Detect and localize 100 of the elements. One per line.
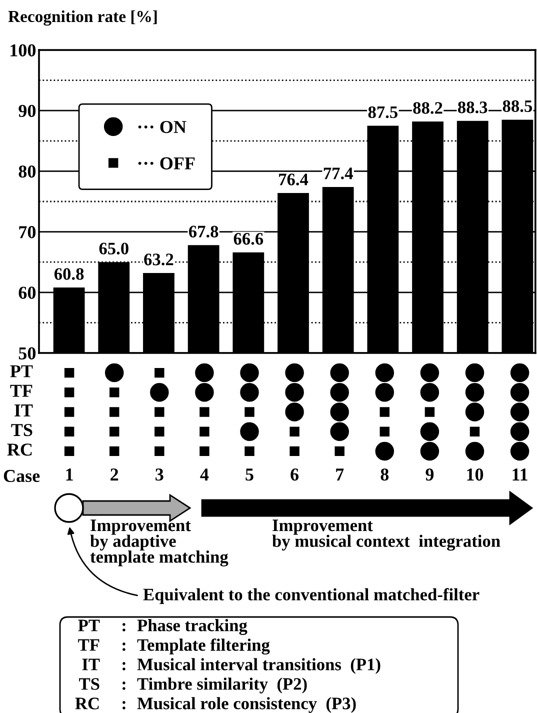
y-axis-title: Recognition rate [%]: [8, 10, 157, 26]
point: [420, 363, 440, 382]
point: [330, 402, 349, 422]
point: [154, 407, 164, 417]
point: [154, 426, 164, 436]
x-tick-label: 3: [156, 468, 164, 481]
x-tick-label: 1: [66, 468, 73, 480]
text: Improvement by adaptive template matching: [90, 520, 228, 566]
point: [200, 426, 210, 436]
text: TF : Template filtering: [78, 638, 270, 655]
point: [465, 442, 484, 461]
text: RC: [7, 444, 32, 456]
point: [244, 407, 254, 417]
point: [420, 442, 440, 461]
point: [330, 422, 349, 441]
point: [104, 363, 124, 382]
point: [285, 402, 304, 422]
data-label: 88.3: [458, 101, 488, 114]
y-tick-label: 80: [18, 165, 36, 178]
x-tick-label: 6: [290, 468, 299, 481]
point: [420, 422, 440, 441]
point: [375, 363, 394, 382]
x-tick-label: 9: [426, 468, 434, 481]
point: [290, 446, 300, 456]
legend-label: ··· OFF: [138, 157, 195, 170]
x-tick-label: 11: [512, 468, 528, 480]
point: [64, 368, 74, 378]
y-tick-label: 100: [10, 44, 36, 56]
point: [510, 442, 530, 461]
x-tick-label: 4: [200, 468, 209, 480]
point: [109, 446, 120, 456]
point: [330, 383, 349, 402]
y-tick-label: 70: [19, 226, 36, 238]
point: [334, 446, 344, 456]
point: [244, 446, 254, 456]
point: [200, 407, 210, 417]
point: [154, 368, 164, 378]
point: [465, 383, 484, 402]
point: [290, 426, 300, 436]
data-label: 60.8: [54, 268, 84, 280]
point: [64, 446, 74, 456]
data-label: 77.4: [324, 168, 353, 180]
data-label: 66.6: [234, 233, 264, 245]
data-label: 76.4: [279, 174, 308, 186]
point: [380, 426, 390, 436]
point: [510, 383, 530, 402]
point: [195, 383, 214, 402]
text: Equivalent to the conventional matched-filter: [143, 588, 480, 604]
x-tick-label: 5: [246, 468, 254, 481]
data-label: 88.2: [413, 102, 442, 114]
text: Improvement by musical context integration: [272, 520, 500, 551]
text: TF: [10, 384, 32, 397]
point: [64, 388, 74, 398]
point: [375, 383, 394, 402]
point: [240, 383, 259, 402]
point: [109, 407, 120, 417]
point: [380, 407, 390, 417]
point: [154, 446, 164, 456]
text: IT: [14, 404, 33, 416]
text: TS: [11, 424, 32, 436]
point: [64, 407, 74, 417]
data-label: 63.2: [144, 254, 174, 266]
point: [109, 388, 120, 398]
x-tick-label: 8: [380, 468, 389, 481]
text: IT : Musical interval transitions (P1): [82, 658, 380, 674]
y-tick-label: 60: [18, 286, 36, 299]
point: [109, 426, 120, 436]
point: [285, 383, 304, 402]
x-axis-title: Case: [4, 470, 40, 482]
point: [200, 446, 210, 456]
point: [240, 363, 259, 382]
data-label: 87.5: [368, 106, 398, 118]
x-tick-label: 10: [467, 468, 484, 481]
text: RC : Musical role consistency (P3): [75, 697, 356, 713]
text: TS : Timbre similarity (P2): [79, 678, 307, 694]
y-tick-label: 90: [18, 104, 36, 118]
point: [330, 363, 349, 382]
point: [150, 383, 169, 402]
point: [64, 426, 74, 436]
x-tick-label: 7: [336, 468, 344, 480]
point: [375, 442, 394, 461]
point: [285, 363, 304, 382]
point: [510, 363, 530, 382]
point: [465, 402, 484, 422]
point: [240, 422, 259, 441]
data-label: 88.5: [502, 100, 532, 112]
point: [424, 407, 435, 417]
point: [420, 383, 440, 402]
point: [195, 363, 214, 382]
data-label: 67.8: [188, 226, 218, 238]
legend-label: ··· ON: [138, 120, 186, 134]
point: [465, 363, 484, 382]
x-tick-label: 2: [110, 468, 118, 480]
y-tick-label: 50: [18, 347, 36, 360]
text: PT : Phase tracking: [78, 619, 248, 635]
text: PT: [10, 365, 33, 378]
point: [470, 426, 480, 436]
point: [510, 422, 530, 441]
data-label: 65.0: [99, 242, 128, 254]
point: [510, 402, 530, 422]
